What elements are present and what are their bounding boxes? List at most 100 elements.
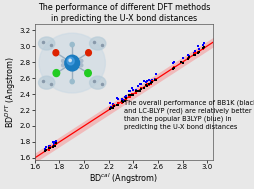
Point xyxy=(128,90,132,93)
Point xyxy=(171,67,175,70)
Point xyxy=(202,47,206,50)
Point xyxy=(54,142,58,145)
Point xyxy=(192,51,196,54)
Point xyxy=(111,105,115,108)
Point xyxy=(130,87,134,90)
Point xyxy=(112,104,116,107)
Point xyxy=(48,146,52,149)
Point xyxy=(138,89,142,92)
Point xyxy=(123,99,127,102)
Point xyxy=(197,47,201,50)
Point xyxy=(121,100,125,103)
Point xyxy=(53,144,57,147)
Point xyxy=(149,82,153,85)
Point xyxy=(108,102,112,105)
Point xyxy=(127,90,131,93)
Point xyxy=(121,98,125,101)
Point xyxy=(108,108,112,111)
Point xyxy=(196,44,200,47)
Point xyxy=(144,81,148,84)
Point xyxy=(127,96,131,99)
Point xyxy=(43,150,47,153)
Point xyxy=(201,48,205,51)
Point xyxy=(52,143,56,146)
X-axis label: BD$^{cal}$ (Angstrom): BD$^{cal}$ (Angstrom) xyxy=(89,171,158,186)
Point xyxy=(202,42,206,45)
Point xyxy=(43,149,47,153)
Point xyxy=(124,96,128,99)
Point xyxy=(128,94,132,97)
Point xyxy=(172,66,176,69)
Point xyxy=(119,97,123,100)
Point xyxy=(197,50,201,53)
Point xyxy=(149,80,153,83)
Point xyxy=(53,144,57,147)
Point xyxy=(172,60,176,64)
Point xyxy=(153,78,157,81)
Point xyxy=(109,106,113,109)
Point xyxy=(44,145,49,148)
Text: The overall performance of BB1K (black)
and LC-BLYP (red) are relatively better
: The overall performance of BB1K (black) … xyxy=(124,100,254,130)
Point xyxy=(150,79,154,82)
Point xyxy=(44,149,49,152)
Point xyxy=(153,77,157,81)
Point xyxy=(154,73,158,76)
Point xyxy=(131,89,135,92)
Point xyxy=(111,103,115,106)
Point xyxy=(194,50,198,53)
Point xyxy=(194,51,198,54)
Point xyxy=(47,144,51,147)
Point xyxy=(47,147,51,150)
Point xyxy=(192,53,196,57)
Point xyxy=(196,51,200,54)
Point xyxy=(134,89,138,92)
Point xyxy=(154,79,158,82)
Point xyxy=(127,94,131,97)
Point xyxy=(119,100,123,103)
Point xyxy=(139,83,143,86)
Point xyxy=(179,60,183,63)
Point xyxy=(112,103,116,106)
Point xyxy=(43,147,47,150)
Point xyxy=(144,83,148,86)
Point xyxy=(52,145,56,148)
Point xyxy=(48,146,52,149)
Point xyxy=(171,67,175,70)
Point xyxy=(142,86,146,89)
Point xyxy=(197,50,201,53)
Point xyxy=(48,144,52,147)
Title: The performance of different DFT methods
in predicting the U-X bond distances: The performance of different DFT methods… xyxy=(38,3,210,23)
Point xyxy=(147,83,151,86)
Point xyxy=(145,83,149,86)
Point xyxy=(196,51,200,54)
Point xyxy=(179,61,183,64)
Point xyxy=(116,101,120,105)
Point xyxy=(181,57,185,60)
Point xyxy=(186,57,190,60)
Point xyxy=(54,140,58,143)
Point xyxy=(124,98,128,101)
Point xyxy=(145,79,149,82)
Point xyxy=(142,87,146,90)
Point xyxy=(123,99,127,102)
Point xyxy=(116,104,120,107)
Point xyxy=(134,90,138,93)
Point xyxy=(54,143,58,146)
Point xyxy=(136,84,140,87)
Point xyxy=(150,80,154,83)
Point xyxy=(147,82,151,85)
Point xyxy=(134,91,138,94)
Point xyxy=(53,141,57,144)
Point xyxy=(172,65,176,68)
Point xyxy=(138,82,142,85)
Point xyxy=(186,54,190,57)
Point xyxy=(112,105,116,108)
Point xyxy=(187,56,191,59)
Point xyxy=(131,93,135,96)
Point xyxy=(150,79,154,82)
Point xyxy=(181,61,185,64)
Point xyxy=(119,101,123,104)
Y-axis label: BD$^{DFT}$ (Angstrom): BD$^{DFT}$ (Angstrom) xyxy=(4,56,18,128)
Point xyxy=(52,145,56,148)
Point xyxy=(153,78,157,81)
